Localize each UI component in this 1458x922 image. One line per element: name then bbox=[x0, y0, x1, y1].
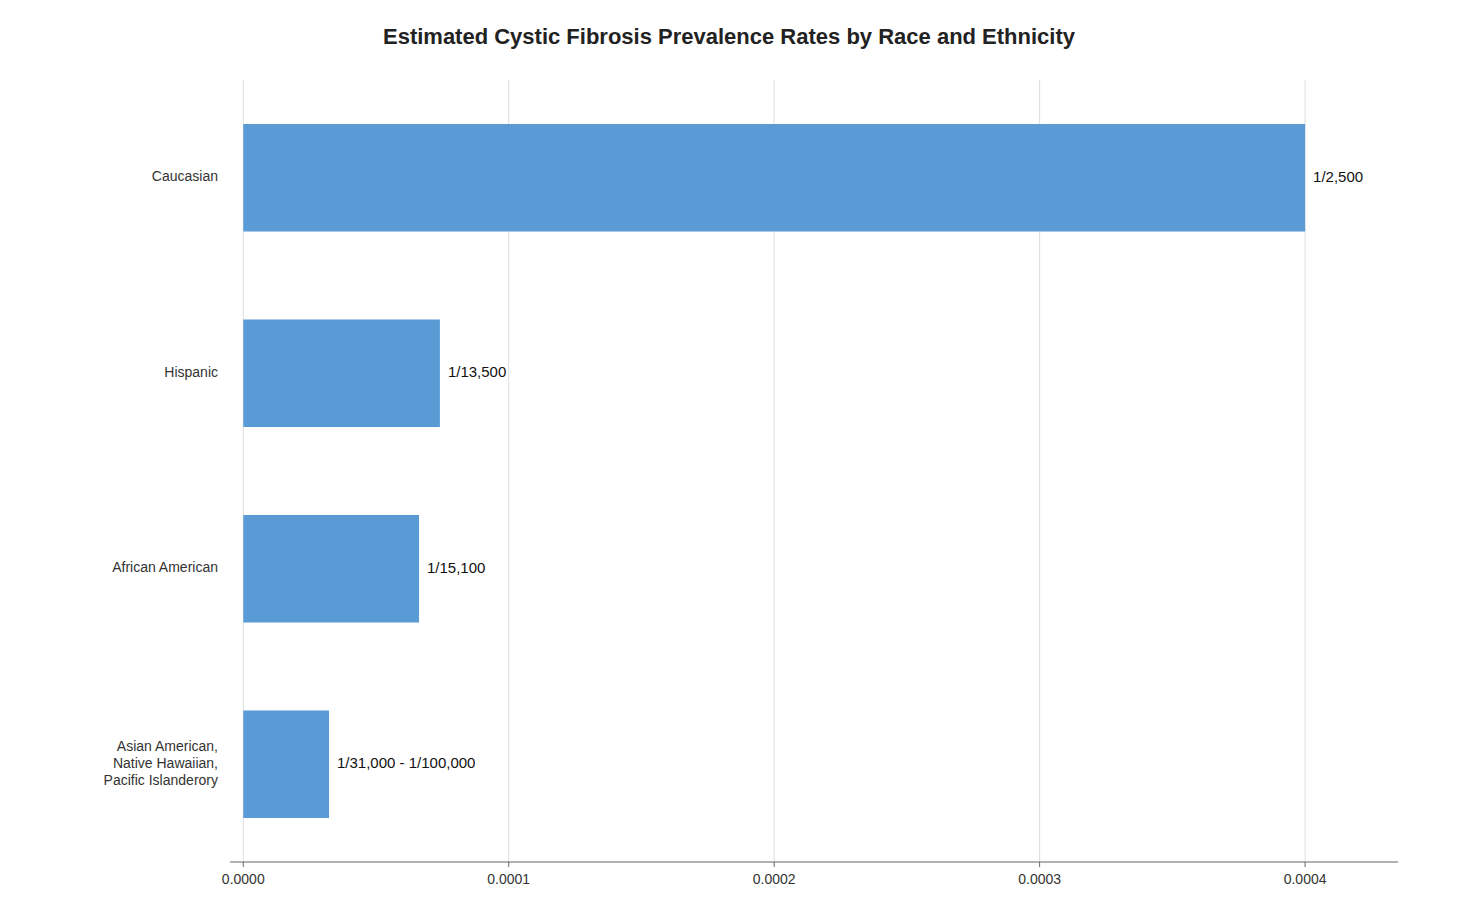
category-label: Asian American,Native Hawaiian,Pacific I… bbox=[104, 738, 218, 788]
bar bbox=[243, 124, 1305, 232]
chart: Estimated Cystic Fibrosis Prevalence Rat… bbox=[0, 0, 1458, 922]
title: Estimated Cystic Fibrosis Prevalence Rat… bbox=[383, 24, 1076, 49]
tick-label: 0.0004 bbox=[1284, 871, 1327, 887]
bars bbox=[243, 124, 1305, 818]
tick-mark bbox=[1305, 862, 1306, 867]
data-label: 1/13,500 bbox=[448, 363, 506, 380]
bar bbox=[243, 319, 440, 427]
tick-mark bbox=[243, 862, 244, 867]
tick-label: 0.0000 bbox=[222, 871, 265, 887]
tick-label: 0.0001 bbox=[487, 871, 530, 887]
tick-mark bbox=[1039, 862, 1040, 867]
bar bbox=[243, 515, 419, 623]
tick-mark bbox=[774, 862, 775, 867]
x-axis: 0.0000 0.0001 0.0002 0.0003 0.0004 bbox=[222, 862, 1398, 887]
grid bbox=[243, 80, 1305, 862]
data-label: 1/31,000 - 1/100,000 bbox=[337, 754, 475, 771]
data-labels: 1/31,000 - 1/100,000 1/15,100 1/13,500 1/2,… bbox=[337, 168, 1363, 772]
data-label: 1/2,500 bbox=[1313, 168, 1363, 185]
category-label: Hispanic bbox=[164, 364, 218, 380]
tick-mark bbox=[508, 862, 509, 867]
tick-label: 0.0002 bbox=[753, 871, 796, 887]
category-label: African American bbox=[112, 559, 218, 575]
data-label: 1/15,100 bbox=[427, 559, 485, 576]
y-axis: Asian American,Native Hawaiian,Pacific I… bbox=[104, 168, 218, 788]
tick-label: 0.0003 bbox=[1018, 871, 1061, 887]
axis-line bbox=[230, 862, 1398, 863]
category-label: Caucasian bbox=[152, 168, 218, 184]
bar bbox=[243, 710, 329, 818]
